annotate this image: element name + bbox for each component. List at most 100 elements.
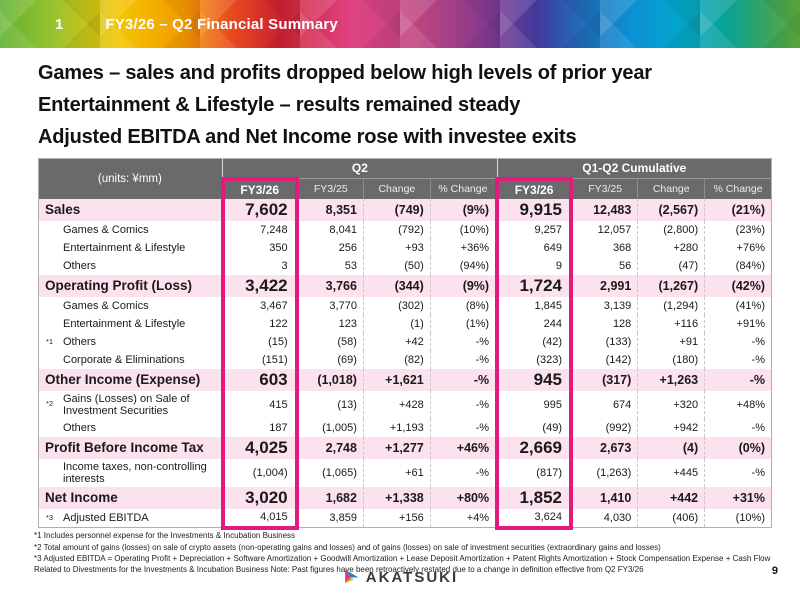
value-cell: (1,263) [570,458,638,487]
value-cell: (10%) [429,220,498,239]
value-cell: (0%) [704,436,772,459]
col-header-q2-pct-change: % Change [429,178,498,199]
value-cell: 244 [495,314,573,333]
value-cell: 2,673 [570,436,638,459]
akatsuki-play-icon [344,569,359,584]
table-row: Entertainment & Lifestyle 122 123 (1) (1… [38,314,772,333]
col-header-q2-fy326: FY3/26 [220,176,299,199]
footnote-marker: *2 [46,398,54,408]
col-header-cum-fy325: FY3/25 [570,178,638,199]
value-cell: (317) [570,368,638,391]
value-cell: (180) [637,350,705,369]
row-label: Income taxes, non-controlling interests [63,460,207,485]
value-cell: (817) [495,458,573,487]
units-label-cell: (units: ¥mm) [38,158,223,199]
row-label: Profit Before Income Tax [45,439,204,455]
value-cell: (792) [362,220,431,239]
row-label-cell: Games & Comics [38,296,223,315]
akatsuki-logo: AKATSUKI [0,568,800,587]
value-cell: (406) [637,508,705,528]
value-cell: -% [704,332,772,351]
value-cell: 649 [495,238,573,257]
value-cell: 9,257 [495,220,573,239]
value-cell: 1,410 [570,486,638,509]
value-cell: (50) [362,256,431,275]
headline-block: Games – sales and profits dropped below … [38,57,778,153]
value-cell: 3,766 [296,274,364,297]
table-row: Others 187 (1,005) +1,193 -% (49) (992) … [38,418,772,437]
financial-summary-table: (units: ¥mm) Q2 Q1-Q2 Cumulative FY3/26 … [38,158,772,530]
footnote-3: *3 Adjusted EBITDA = Operating Profit + … [34,554,771,574]
value-cell: -% [429,332,498,351]
row-label-cell: Other Income (Expense) [38,368,223,391]
value-cell: (1,018) [296,368,364,391]
row-label-cell: Games & Comics [38,220,223,239]
table-row: Other Income (Expense) 603 (1,018) +1,62… [38,368,772,391]
value-cell: 53 [296,256,364,275]
value-cell: +1,621 [362,368,431,391]
value-cell: (47) [637,256,705,275]
value-cell: 3,859 [296,508,364,528]
value-cell: 3,020 [220,486,299,509]
slide-header-title: FY3/26 – Q2 Financial Summary [105,15,338,33]
headline-line-2: Entertainment & Lifestyle – results rema… [38,94,521,116]
row-label: Gains (Losses) on Sale of Investment Sec… [63,392,190,417]
row-label-cell: Income taxes, non-controlling interests [38,458,223,487]
page-number: 9 [771,565,778,577]
headline-line-1: Games – sales and profits dropped below … [38,62,652,84]
value-cell: +428 [362,390,431,419]
row-label: Others [63,259,97,272]
col-header-cum-change: Change [637,178,705,199]
value-cell: (133) [570,332,638,351]
value-cell: 2,669 [495,436,573,459]
value-cell: -% [429,390,498,419]
row-label-cell: *2 Gains (Losses) on Sale of Investment S… [38,390,223,419]
value-cell: 12,057 [570,220,638,239]
value-cell: (151) [220,350,299,369]
value-cell: +42 [362,332,431,351]
value-cell: 4,025 [220,436,299,459]
value-cell: +61 [362,458,431,487]
row-label: Entertainment & Lifestyle [63,317,186,330]
value-cell: 12,483 [570,198,638,221]
table-row: Sales 7,602 8,351 (749) (9%) 9,915 12,48… [38,198,772,221]
value-cell: 3,139 [570,296,638,315]
value-cell: 8,041 [296,220,364,239]
value-cell: (9%) [429,198,498,221]
value-cell: (1,065) [296,458,364,487]
row-label: Other Income (Expense) [45,371,201,387]
value-cell: -% [704,458,772,487]
value-cell: 3,770 [296,296,364,315]
value-cell: 56 [570,256,638,275]
table-row: Income taxes, non-controlling interests … [38,458,772,487]
value-cell: 3,422 [220,274,299,297]
footnote-2: *2 Total amount of gains (losses) on sal… [34,542,661,552]
row-label-cell: *1 Others [38,332,223,351]
value-cell: (49) [495,418,573,437]
table-row: Profit Before Income Tax 4,025 2,748 +1,… [38,436,772,459]
value-cell: 1,682 [296,486,364,509]
value-cell: -% [429,418,498,437]
value-cell: (58) [296,332,364,351]
value-cell: 7,248 [220,220,299,239]
value-cell: +942 [637,418,705,437]
value-cell: (1,294) [637,296,705,315]
value-cell: (15) [220,332,299,351]
row-label-cell: Others [38,418,223,437]
table-row: Corporate & Eliminations (151) (69) (82)… [38,350,772,369]
value-cell: +36% [429,238,498,257]
table-row: Entertainment & Lifestyle 350 256 +93 +3… [38,238,772,257]
value-cell: 674 [570,390,638,419]
table-row: *2 Gains (Losses) on Sale of Investment S… [38,390,772,419]
value-cell: 368 [570,238,638,257]
value-cell: +93 [362,238,431,257]
value-cell: +116 [637,314,705,333]
value-cell: +1,338 [362,486,431,509]
value-cell: +46% [429,436,498,459]
table-header: (units: ¥mm) Q2 Q1-Q2 Cumulative FY3/26 … [38,158,772,199]
value-cell: 3 [220,256,299,275]
row-label-cell: Entertainment & Lifestyle [38,238,223,257]
row-label: Net Income [45,489,118,505]
value-cell: (2,567) [637,198,705,221]
value-cell: 9 [495,256,573,275]
